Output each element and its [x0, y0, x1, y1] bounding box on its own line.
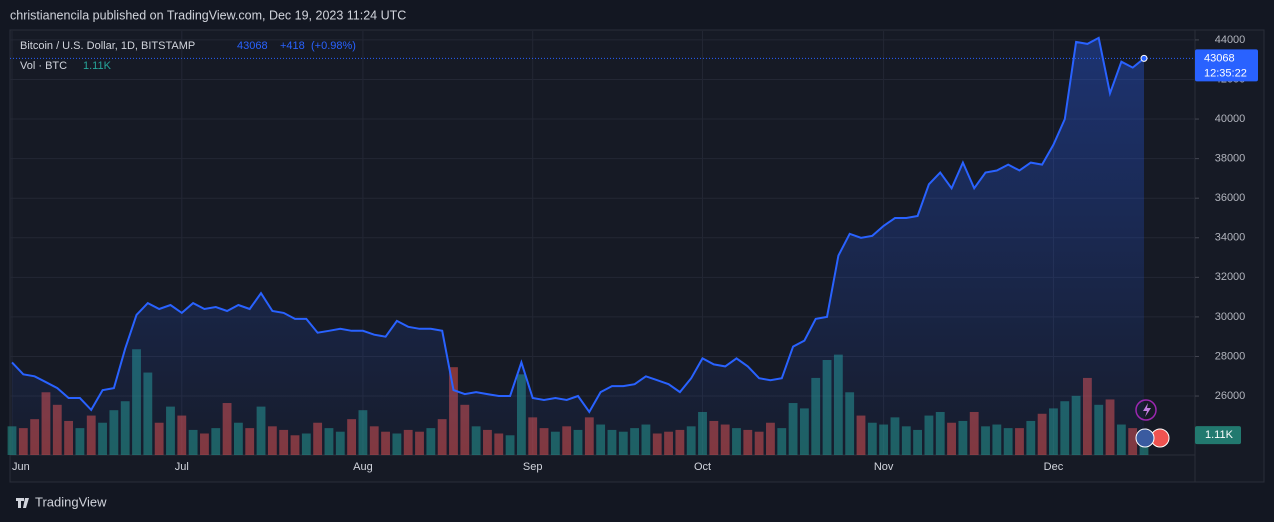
axes: 26000 28000 30000 32000 34000 36000 38000 40000…	[12, 34, 1258, 473]
event-icon-bolt	[1143, 403, 1151, 417]
price-series	[10, 36, 1195, 456]
volume-badge	[1195, 426, 1241, 445]
y-tick-label: 40000	[1215, 113, 1246, 125]
published-line: christianencila published on TradingView…	[10, 8, 406, 22]
y-tick-label: 44000	[1215, 34, 1246, 46]
last-point	[1140, 54, 1148, 62]
x-tick-label: Sep	[523, 461, 543, 473]
y-tick-label: 28000	[1215, 350, 1246, 362]
legend-change: +418	[280, 40, 305, 52]
event-flag[interactable]	[1135, 428, 1155, 448]
price-line	[11, 36, 1145, 414]
legend-change-pct: (+0.98%)	[311, 40, 356, 52]
y-tick-label: 30000	[1215, 311, 1246, 323]
volume-legend: Vol · BTC	[20, 60, 67, 72]
x-tick-label: Oct	[694, 461, 711, 473]
x-tick-label: Jul	[175, 461, 189, 473]
brand-name: TradingView	[35, 494, 107, 509]
y-tick-label: 26000	[1215, 390, 1246, 402]
price-area	[12, 37, 1144, 456]
brand-logo	[16, 498, 29, 508]
y-tick-label: 38000	[1215, 153, 1246, 165]
last-price-badge	[1195, 49, 1258, 82]
last-price-label: 43068	[1204, 52, 1235, 64]
symbol-title: Bitcoin / U.S. Dollar, 1D, BITSTAMP	[20, 40, 195, 52]
y-tick-label: 34000	[1215, 232, 1246, 244]
y-tick-label: 36000	[1215, 192, 1246, 204]
y-tick-label: 32000	[1215, 271, 1246, 283]
x-tick-label: Aug	[353, 461, 373, 473]
volume-legend-value: 1.11K	[83, 60, 112, 72]
event-icon[interactable]	[1135, 399, 1157, 421]
volume-badge-label: 1.11K	[1205, 429, 1234, 441]
legend-last: 43068	[237, 40, 268, 52]
countdown-label: 12:35:22	[1204, 67, 1247, 79]
x-tick-label: Dec	[1044, 461, 1064, 473]
x-tick-label: Jun	[12, 461, 30, 473]
x-tick-label: Nov	[874, 461, 894, 473]
